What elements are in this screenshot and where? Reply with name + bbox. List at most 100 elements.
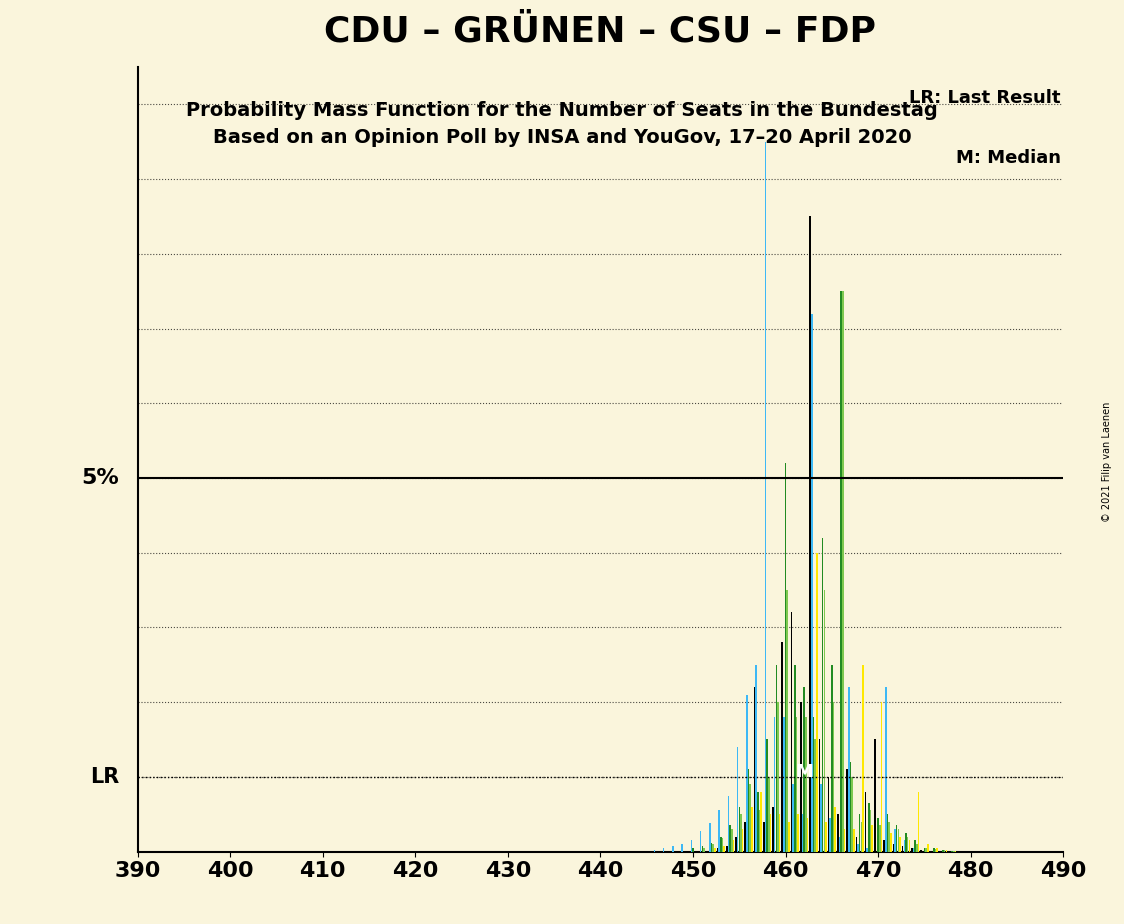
Bar bbox=[759, 810, 760, 852]
Bar bbox=[935, 848, 936, 852]
Bar bbox=[690, 840, 692, 852]
Bar bbox=[779, 814, 780, 852]
Bar bbox=[768, 777, 770, 852]
Bar bbox=[805, 717, 807, 852]
Bar bbox=[746, 695, 747, 852]
Bar bbox=[750, 784, 751, 852]
Bar bbox=[944, 850, 945, 852]
Bar bbox=[801, 814, 804, 852]
Bar bbox=[853, 829, 854, 852]
Bar bbox=[861, 821, 862, 852]
Bar bbox=[901, 845, 904, 852]
Bar bbox=[858, 845, 859, 852]
Bar bbox=[767, 739, 768, 852]
Bar bbox=[770, 814, 771, 852]
Bar bbox=[777, 702, 779, 852]
Bar bbox=[758, 792, 759, 852]
Bar bbox=[692, 848, 694, 852]
Bar bbox=[800, 702, 801, 852]
Bar bbox=[867, 848, 868, 852]
Bar bbox=[796, 717, 797, 852]
Bar bbox=[744, 821, 746, 852]
Bar bbox=[933, 848, 934, 852]
Bar bbox=[781, 642, 783, 852]
Bar bbox=[821, 784, 822, 852]
Bar bbox=[729, 825, 731, 852]
Bar bbox=[818, 739, 821, 852]
Bar bbox=[792, 784, 794, 852]
Bar bbox=[822, 538, 824, 852]
Bar bbox=[813, 717, 814, 852]
Bar bbox=[724, 845, 725, 852]
Bar bbox=[764, 141, 767, 852]
Text: M: M bbox=[795, 762, 813, 781]
Bar bbox=[763, 821, 764, 852]
Bar bbox=[751, 807, 753, 852]
Bar bbox=[855, 836, 858, 852]
Bar bbox=[783, 717, 785, 852]
Bar bbox=[916, 845, 917, 852]
Bar bbox=[772, 807, 773, 852]
Bar bbox=[830, 818, 831, 852]
Bar bbox=[837, 814, 839, 852]
Bar bbox=[722, 838, 723, 852]
Bar bbox=[794, 664, 796, 852]
Bar bbox=[824, 590, 825, 852]
Bar bbox=[899, 836, 900, 852]
Bar bbox=[841, 291, 842, 852]
Bar bbox=[885, 687, 887, 852]
Bar bbox=[760, 792, 762, 852]
Bar bbox=[881, 702, 882, 852]
Bar bbox=[892, 845, 895, 852]
Text: Probability Mass Function for the Number of Seats in the Bundestag: Probability Mass Function for the Number… bbox=[187, 101, 937, 119]
Text: M: Median: M: Median bbox=[955, 149, 1061, 167]
Bar bbox=[742, 829, 743, 852]
Bar bbox=[774, 717, 776, 852]
Bar bbox=[726, 845, 727, 852]
Bar bbox=[890, 833, 891, 852]
Bar bbox=[925, 848, 927, 852]
Bar bbox=[733, 840, 734, 852]
Bar bbox=[859, 814, 861, 852]
Bar bbox=[879, 825, 880, 852]
Bar bbox=[844, 829, 845, 852]
Text: © 2021 Filip van Laenen: © 2021 Filip van Laenen bbox=[1103, 402, 1112, 522]
Bar bbox=[883, 840, 885, 852]
Bar bbox=[915, 840, 916, 852]
Bar bbox=[936, 848, 937, 852]
Bar bbox=[927, 845, 928, 852]
Bar bbox=[913, 848, 914, 852]
Bar bbox=[850, 762, 851, 852]
Bar bbox=[720, 836, 722, 852]
Bar bbox=[862, 664, 864, 852]
Bar bbox=[797, 814, 799, 852]
Bar bbox=[864, 792, 867, 852]
Bar bbox=[887, 814, 888, 852]
Bar bbox=[833, 702, 834, 852]
Bar bbox=[846, 770, 847, 852]
Bar bbox=[904, 840, 905, 852]
Bar bbox=[896, 825, 897, 852]
Bar bbox=[878, 818, 879, 852]
Bar bbox=[810, 313, 813, 852]
Bar bbox=[847, 687, 850, 852]
Text: 5%: 5% bbox=[81, 468, 119, 488]
Bar bbox=[908, 840, 910, 852]
Bar bbox=[804, 687, 805, 852]
Bar bbox=[834, 807, 836, 852]
Bar bbox=[816, 553, 817, 852]
Bar bbox=[809, 216, 810, 852]
Bar bbox=[831, 664, 833, 852]
Bar bbox=[700, 831, 701, 852]
Bar bbox=[714, 848, 716, 852]
Bar bbox=[747, 770, 750, 852]
Bar bbox=[718, 810, 720, 852]
Bar bbox=[737, 747, 738, 852]
Text: Based on an Opinion Poll by INSA and YouGov, 17–20 April 2020: Based on an Opinion Poll by INSA and You… bbox=[212, 128, 912, 147]
Bar bbox=[871, 825, 873, 852]
Bar bbox=[754, 687, 755, 852]
Bar bbox=[874, 739, 876, 852]
Bar bbox=[842, 291, 844, 852]
Bar bbox=[942, 850, 944, 852]
Bar bbox=[663, 848, 664, 852]
